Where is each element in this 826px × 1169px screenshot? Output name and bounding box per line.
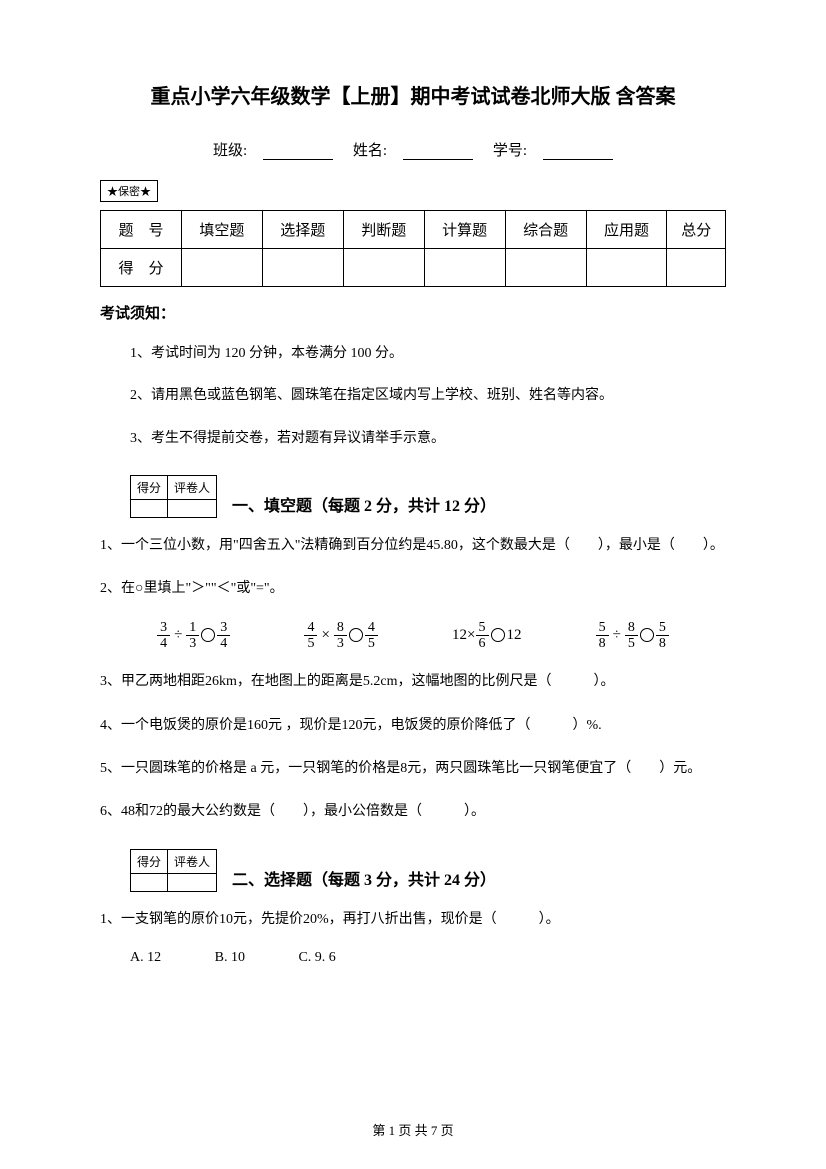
name-label: 姓名: — [353, 143, 387, 159]
section-1-header: 得分 评卷人 一、填空题（每题 2 分，共计 12 分） — [100, 475, 726, 518]
comparison-circle[interactable] — [349, 628, 363, 642]
option-a: A. 12 — [130, 950, 161, 965]
score-cell[interactable] — [262, 249, 343, 287]
math-expr-3: 12× 56 12 — [452, 620, 521, 652]
student-info-line: 班级: 姓名: 学号: — [100, 139, 726, 160]
question-1-3: 3、甲乙两地相距26km，在地图上的距离是5.2cm，这幅地图的比例尺是（ ）。 — [100, 669, 726, 694]
id-label: 学号: — [493, 143, 527, 159]
score-table: 题 号 填空题 选择题 判断题 计算题 综合题 应用题 总分 得 分 — [100, 210, 726, 287]
id-blank[interactable] — [543, 144, 613, 160]
section-score-box: 得分 评卷人 — [130, 475, 217, 518]
name-blank[interactable] — [403, 144, 473, 160]
comparison-circle[interactable] — [640, 628, 654, 642]
score-box-label: 得分 — [131, 476, 168, 500]
header-cell: 判断题 — [343, 211, 424, 249]
header-cell: 总分 — [667, 211, 726, 249]
score-cell[interactable] — [505, 249, 586, 287]
question-1-1: 1、一个三位小数，用"四舍五入"法精确到百分位约是45.80，这个数最大是（ ）… — [100, 533, 726, 558]
question-2-1: 1、一支钢笔的原价10元，先提价20%，再打八折出售，现价是（ ）。 — [100, 907, 726, 932]
math-expressions-row: 34 ÷ 13 34 45 × 83 45 12× 56 12 58 ÷ 85 … — [120, 620, 706, 652]
score-table-score-row: 得 分 — [101, 249, 726, 287]
notice-header: 考试须知： — [100, 302, 726, 323]
header-cell: 计算题 — [424, 211, 505, 249]
section-2-title: 二、选择题（每题 3 分，共计 24 分） — [232, 866, 496, 892]
question-1-6: 6、48和72的最大公约数是（ ），最小公倍数是（ ）。 — [100, 799, 726, 824]
row-label-cell: 得 分 — [101, 249, 182, 287]
notice-item: 1、考试时间为 120 分钟，本卷满分 100 分。 — [130, 343, 726, 365]
header-cell: 综合题 — [505, 211, 586, 249]
header-cell: 题 号 — [101, 211, 182, 249]
score-box-cell[interactable] — [168, 874, 217, 892]
score-cell[interactable] — [343, 249, 424, 287]
section-1-title: 一、填空题（每题 2 分，共计 12 分） — [232, 492, 496, 518]
class-blank[interactable] — [263, 144, 333, 160]
question-1-5: 5、一只圆珠笔的价格是 a 元，一只钢笔的价格是8元，两只圆珠笔比一只钢笔便宜了… — [100, 756, 726, 781]
question-1-2: 2、在○里填上"＞""＜"或"="。 — [100, 576, 726, 601]
comparison-circle[interactable] — [201, 628, 215, 642]
header-cell: 填空题 — [181, 211, 262, 249]
math-expr-4: 58 ÷ 85 58 — [596, 620, 669, 652]
comparison-circle[interactable] — [491, 628, 505, 642]
option-c: C. 9. 6 — [298, 950, 335, 965]
option-b: B. 10 — [215, 950, 245, 965]
score-box-cell[interactable] — [131, 500, 168, 518]
score-cell[interactable] — [181, 249, 262, 287]
notice-item: 2、请用黑色或蓝色钢笔、圆珠笔在指定区域内写上学校、班别、姓名等内容。 — [130, 385, 726, 407]
header-cell: 选择题 — [262, 211, 343, 249]
score-box-label: 得分 — [131, 850, 168, 874]
exam-title: 重点小学六年级数学【上册】期中考试试卷北师大版 含答案 — [100, 80, 726, 109]
score-cell[interactable] — [586, 249, 667, 287]
score-cell[interactable] — [424, 249, 505, 287]
page-footer: 第 1 页 共 7 页 — [0, 1120, 826, 1139]
score-cell[interactable] — [667, 249, 726, 287]
score-table-header-row: 题 号 填空题 选择题 判断题 计算题 综合题 应用题 总分 — [101, 211, 726, 249]
secret-label: ★保密★ — [100, 180, 158, 202]
score-box-label: 评卷人 — [168, 850, 217, 874]
math-expr-1: 34 ÷ 13 34 — [157, 620, 230, 652]
score-box-cell[interactable] — [168, 500, 217, 518]
header-cell: 应用题 — [586, 211, 667, 249]
section-2-header: 得分 评卷人 二、选择题（每题 3 分，共计 24 分） — [100, 849, 726, 892]
class-label: 班级: — [213, 143, 247, 159]
notice-item: 3、考生不得提前交卷，若对题有异议请举手示意。 — [130, 428, 726, 450]
section-score-box: 得分 评卷人 — [130, 849, 217, 892]
score-box-label: 评卷人 — [168, 476, 217, 500]
math-expr-2: 45 × 83 45 — [304, 620, 377, 652]
question-1-4: 4、一个电饭煲的原价是160元 ，现价是120元，电饭煲的原价降低了（ ）%. — [100, 713, 726, 738]
score-box-cell[interactable] — [131, 874, 168, 892]
question-2-1-options: A. 12 B. 10 C. 9. 6 — [130, 950, 726, 966]
